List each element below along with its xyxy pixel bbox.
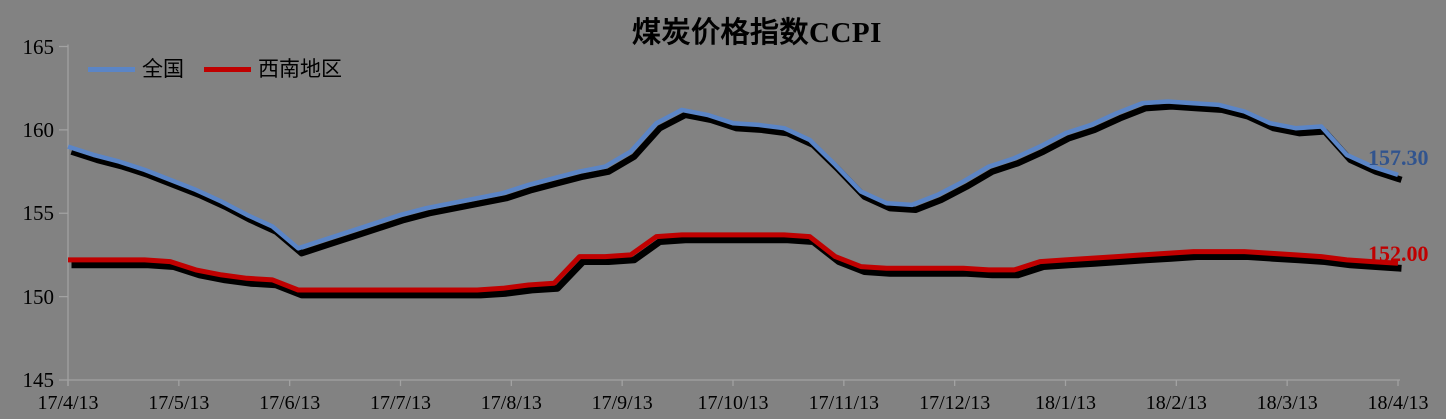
x-tick-label: 17/5/13 — [148, 392, 210, 414]
legend-line-swatch-national — [88, 66, 135, 72]
series-line-1 — [68, 232, 1399, 293]
x-tick-label: 17/9/13 — [591, 392, 653, 414]
x-tick-label: 18/2/13 — [1145, 392, 1207, 414]
legend-line-swatch-southwest — [204, 66, 251, 72]
x-tick-label: 18/3/13 — [1256, 392, 1318, 414]
x-tick-label: 17/10/13 — [697, 392, 769, 414]
series-end-label-0: 157.30 — [1368, 144, 1429, 170]
y-tick-label: 150 — [22, 284, 55, 309]
y-tick-label: 165 — [22, 34, 55, 59]
legend: 全国 西南地区 — [88, 56, 342, 82]
legend-item-southwest: 西南地区 — [204, 56, 342, 82]
x-tick-label: 17/6/13 — [259, 392, 321, 414]
x-tick-label: 17/7/13 — [369, 392, 432, 414]
x-tick-label: 18/4/13 — [1367, 392, 1429, 414]
x-tick-label: 17/8/13 — [480, 392, 542, 414]
x-tick-label: 17/12/13 — [919, 392, 991, 414]
legend-label-national: 全国 — [142, 57, 184, 81]
x-tick-label: 17/11/13 — [808, 392, 880, 414]
series-end-label-1: 152.00 — [1368, 241, 1429, 267]
y-tick-label: 160 — [22, 117, 55, 142]
legend-label-southwest: 西南地区 — [258, 57, 342, 81]
series-shadow-1 — [71, 236, 1402, 299]
series-line-0 — [67, 99, 1399, 251]
y-tick-label: 145 — [22, 368, 55, 392]
series-shadow-0 — [70, 103, 1403, 257]
x-tick-label: 17/4/13 — [37, 392, 99, 414]
y-tick-label: 155 — [22, 201, 55, 226]
legend-item-national: 全国 — [88, 56, 184, 82]
x-tick-label: 18/1/13 — [1034, 392, 1097, 414]
chart-title: 煤炭价格指数CCPI — [632, 17, 882, 49]
